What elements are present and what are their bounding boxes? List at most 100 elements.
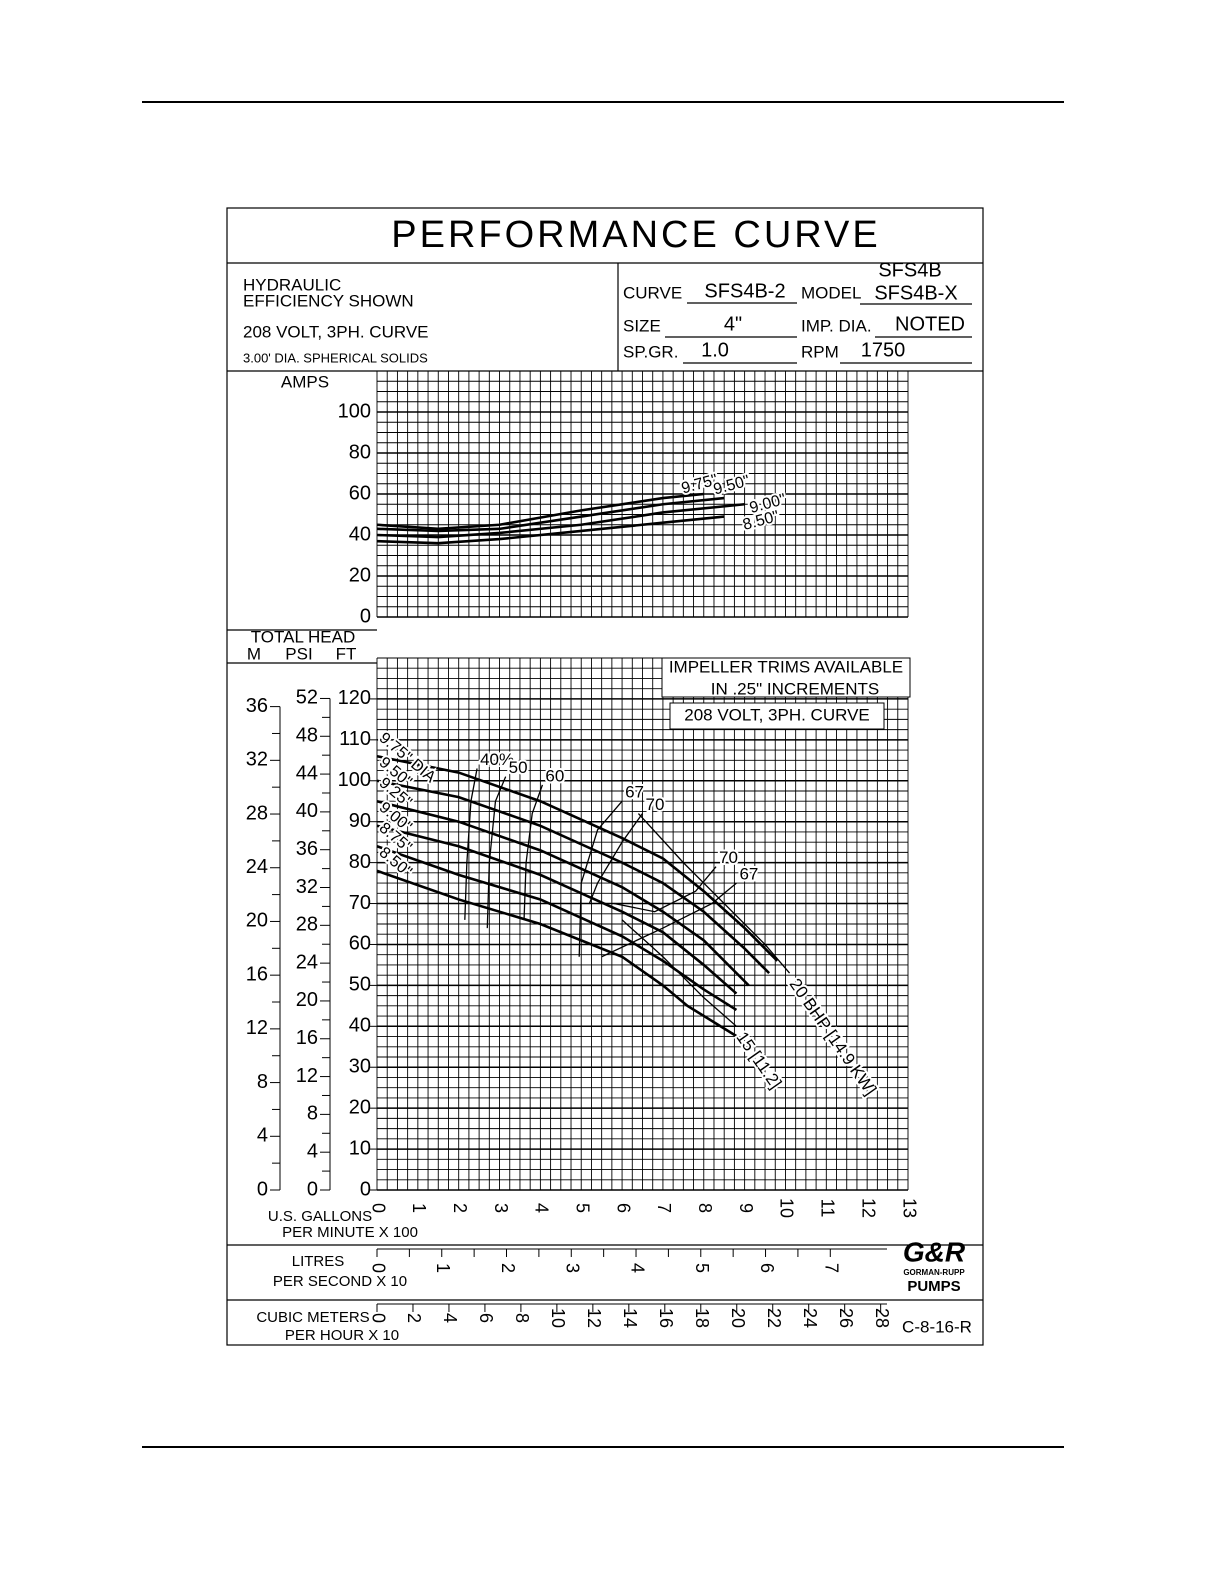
x-tick-label: 0 bbox=[368, 1203, 388, 1213]
y-tick-label: 40 bbox=[349, 523, 371, 545]
spec-value: SFS4B bbox=[878, 259, 941, 281]
x-tick-label: 9 bbox=[736, 1203, 756, 1213]
y-tick-label: 36 bbox=[296, 838, 318, 860]
y-tick-label: 20 bbox=[246, 910, 268, 932]
y-tick-label: 30 bbox=[349, 1056, 371, 1078]
curve bbox=[376, 515, 725, 545]
efficiency-curve-label: 40% bbox=[480, 750, 514, 769]
y-tick-label: 24 bbox=[296, 951, 318, 973]
spec-label: RPM bbox=[801, 342, 839, 361]
curve bbox=[376, 492, 704, 531]
x-tick-label: 6 bbox=[757, 1263, 777, 1273]
y-tick-label: 44 bbox=[296, 762, 318, 784]
efficiency-curve-label: 67 bbox=[625, 783, 644, 802]
spec-label: SP.GR. bbox=[623, 342, 678, 361]
y-tick-label: 20 bbox=[296, 989, 318, 1011]
x-tick-label: 3 bbox=[563, 1263, 583, 1273]
spec-value: 4" bbox=[724, 313, 742, 335]
y-tick-label: 28 bbox=[246, 802, 268, 824]
y-tick-label: 110 bbox=[339, 728, 371, 750]
x-tick-label: 24 bbox=[800, 1308, 820, 1328]
y-tick-label: 0 bbox=[360, 605, 371, 627]
y-tick-label: 36 bbox=[246, 695, 268, 717]
x-tick-label: 7 bbox=[822, 1263, 842, 1273]
x-tick-label: 4 bbox=[627, 1263, 647, 1273]
curve bbox=[376, 754, 779, 962]
y-tick-label: 40 bbox=[349, 1015, 371, 1037]
y-tick-label: 12 bbox=[246, 1017, 268, 1039]
y-tick-label: 0 bbox=[360, 1178, 371, 1200]
x-tick-label: 4 bbox=[532, 1203, 552, 1213]
x-tick-label: 10 bbox=[548, 1308, 568, 1328]
efficiency-curve-label: 70 bbox=[719, 848, 738, 867]
x-tick-label: 1 bbox=[409, 1203, 429, 1213]
spec-value: SFS4B-2 bbox=[704, 280, 785, 302]
x-tick-label: 6 bbox=[613, 1203, 633, 1213]
efficiency-curve bbox=[486, 776, 507, 929]
note-box bbox=[669, 702, 885, 730]
y-tick-label: 16 bbox=[246, 963, 268, 985]
y-tick-label: 10 bbox=[349, 1137, 371, 1159]
efficiency-curve-label: 67 bbox=[739, 865, 758, 884]
y-tick-label: 50 bbox=[349, 974, 371, 996]
note-box bbox=[661, 657, 911, 698]
power-curve bbox=[637, 813, 791, 974]
note: 208 VOLT, 3PH. CURVE bbox=[243, 322, 429, 341]
x-tick-label: 13 bbox=[899, 1198, 919, 1218]
x-tick-label: 12 bbox=[858, 1198, 878, 1218]
annotation: IN .25" INCREMENTS bbox=[711, 679, 880, 698]
y-tick-label: 52 bbox=[296, 687, 318, 709]
x-tick-label: 11 bbox=[818, 1199, 838, 1218]
curve bbox=[376, 845, 738, 1012]
axis-title: CUBIC METERS bbox=[256, 1309, 369, 1326]
axis-title: U.S. GALLONS bbox=[268, 1208, 372, 1225]
y-tick-label: 48 bbox=[296, 725, 318, 747]
y-tick-label: 20 bbox=[349, 564, 371, 586]
spec-label: CURVE bbox=[623, 283, 682, 302]
efficiency-curve-label: 50 bbox=[509, 758, 528, 777]
drawing-code: C-8-16-R bbox=[902, 1317, 972, 1336]
y-tick-label: 32 bbox=[296, 876, 318, 898]
axis-title: LITRES bbox=[292, 1253, 345, 1270]
x-tick-label: 2 bbox=[404, 1313, 424, 1323]
y-tick-label: 100 bbox=[338, 400, 371, 422]
efficiency-curve-label: 60 bbox=[545, 766, 564, 785]
axis-title: PER SECOND X 10 bbox=[273, 1273, 407, 1290]
y-tick-label: 12 bbox=[296, 1065, 318, 1087]
axis-unit: M bbox=[247, 644, 261, 663]
efficiency-curve bbox=[523, 784, 544, 920]
x-tick-label: 8 bbox=[695, 1203, 715, 1213]
axis-title: AMPS bbox=[281, 372, 329, 391]
note: 3.00' DIA. SPHERICAL SOLIDS bbox=[243, 350, 428, 365]
y-tick-label: 4 bbox=[257, 1125, 268, 1147]
axis-unit: PSI bbox=[285, 644, 312, 663]
x-tick-label: 5 bbox=[692, 1263, 712, 1273]
note: EFFICIENCY SHOWN bbox=[243, 291, 414, 310]
y-tick-label: 24 bbox=[246, 856, 268, 878]
spec-label: MODEL bbox=[801, 283, 861, 302]
title: PERFORMANCE CURVE bbox=[391, 214, 880, 256]
y-tick-label: 80 bbox=[349, 441, 371, 463]
y-tick-label: 60 bbox=[349, 482, 371, 504]
efficiency-curve bbox=[601, 882, 737, 958]
y-tick-label: 70 bbox=[349, 892, 371, 914]
efficiency-curve bbox=[588, 813, 644, 904]
y-tick-label: 120 bbox=[338, 687, 371, 709]
curve bbox=[376, 496, 725, 533]
spec-value: NOTED bbox=[895, 313, 965, 335]
y-tick-label: 40 bbox=[296, 800, 318, 822]
x-tick-label: 2 bbox=[450, 1203, 470, 1213]
curve bbox=[376, 869, 742, 1040]
x-tick-label: 10 bbox=[777, 1198, 797, 1218]
axis-unit: FT bbox=[336, 644, 357, 663]
x-tick-label: 1 bbox=[433, 1263, 453, 1273]
curve bbox=[376, 502, 745, 539]
power-curve bbox=[621, 919, 737, 1027]
x-tick-label: 6 bbox=[476, 1313, 496, 1323]
axis-title: PER MINUTE X 100 bbox=[282, 1224, 418, 1241]
annotation: 208 VOLT, 3PH. CURVE bbox=[684, 705, 870, 724]
x-tick-label: 22 bbox=[764, 1308, 784, 1328]
logo-name: GORMAN-RUPP bbox=[903, 1268, 965, 1277]
spec-value: SFS4B-X bbox=[874, 282, 957, 304]
efficiency-curve bbox=[613, 866, 717, 913]
